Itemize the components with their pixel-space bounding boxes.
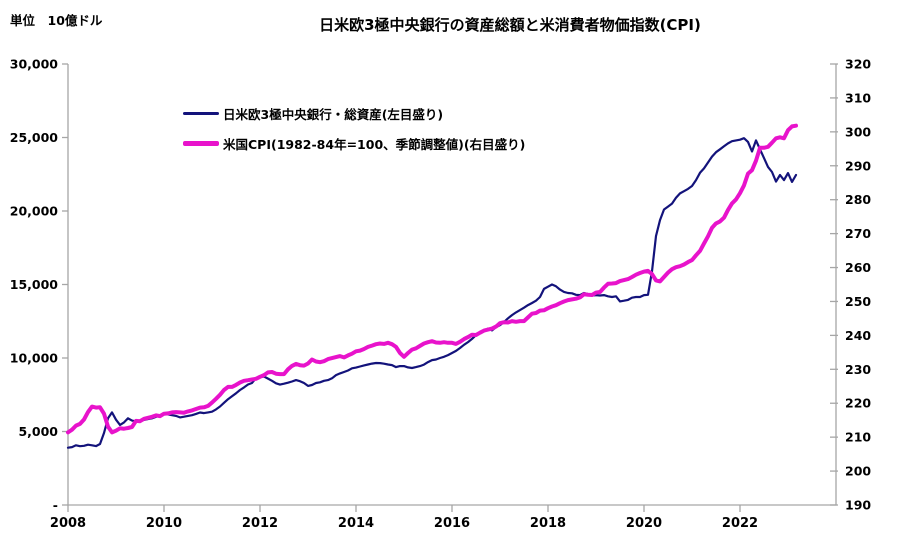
assets-line [66,137,798,449]
cpi-line-swatch-icon [183,141,219,146]
svg-text:280: 280 [845,192,871,207]
svg-text:25,000: 25,000 [10,130,59,145]
svg-text:2008: 2008 [50,516,86,531]
x-axis-ticks: 2008 2010 2012 2014 2016 2018 2020 2022 [50,505,758,531]
svg-text:260: 260 [845,260,871,275]
svg-text:15,000: 15,000 [10,277,59,292]
svg-text:2010: 2010 [146,516,182,531]
svg-text:240: 240 [845,328,871,343]
svg-text:30,000: 30,000 [10,57,59,72]
unit-label: 単位 10億ドル [10,13,103,28]
svg-text:20,000: 20,000 [10,204,59,219]
legend-item-cpi: 米国CPI(1982-84年=100、季節調整値)(右目盛り) [183,134,525,153]
svg-text:220: 220 [845,396,871,411]
legend-label-cpi: 米国CPI(1982-84年=100、季節調整値)(右目盛り) [223,137,526,152]
assets-line-swatch-icon [183,112,219,115]
svg-text:2016: 2016 [434,516,470,531]
svg-text:190: 190 [845,498,871,513]
svg-text:250: 250 [845,294,871,309]
svg-text:2020: 2020 [626,516,662,531]
chart-title: 日米欧3極中央銀行の資産総額と米消費者物価指数(CPI) [319,16,701,34]
svg-text:10,000: 10,000 [10,351,59,366]
svg-text:2014: 2014 [338,516,374,531]
legend: 日米欧3極中央銀行・総資産(左目盛り) 米国CPI(1982-84年=100、季… [183,104,525,153]
series-lines [66,123,798,449]
legend-label-assets: 日米欧3極中央銀行・総資産(左目盛り) [223,107,444,122]
left-axis-ticks: 30,000 25,000 20,000 15,000 10,000 5,000 - [10,57,68,513]
svg-text:310: 310 [845,90,871,105]
svg-text:230: 230 [845,362,871,377]
right-axis-ticks: 320 310 300 290 280 270 260 250 240 230 220 210 200 1… [830,57,871,513]
svg-text:290: 290 [845,158,871,173]
svg-text:-: - [53,498,58,513]
svg-text:320: 320 [845,57,871,72]
svg-text:300: 300 [845,124,871,139]
svg-text:5,000: 5,000 [18,424,58,439]
svg-text:270: 270 [845,226,871,241]
svg-text:200: 200 [845,464,871,479]
svg-text:210: 210 [845,430,871,445]
svg-text:2018: 2018 [530,516,566,531]
svg-text:2012: 2012 [242,516,278,531]
cpi-line [66,123,798,435]
svg-text:2022: 2022 [722,516,758,531]
legend-item-assets: 日米欧3極中央銀行・総資産(左目盛り) [183,104,525,123]
